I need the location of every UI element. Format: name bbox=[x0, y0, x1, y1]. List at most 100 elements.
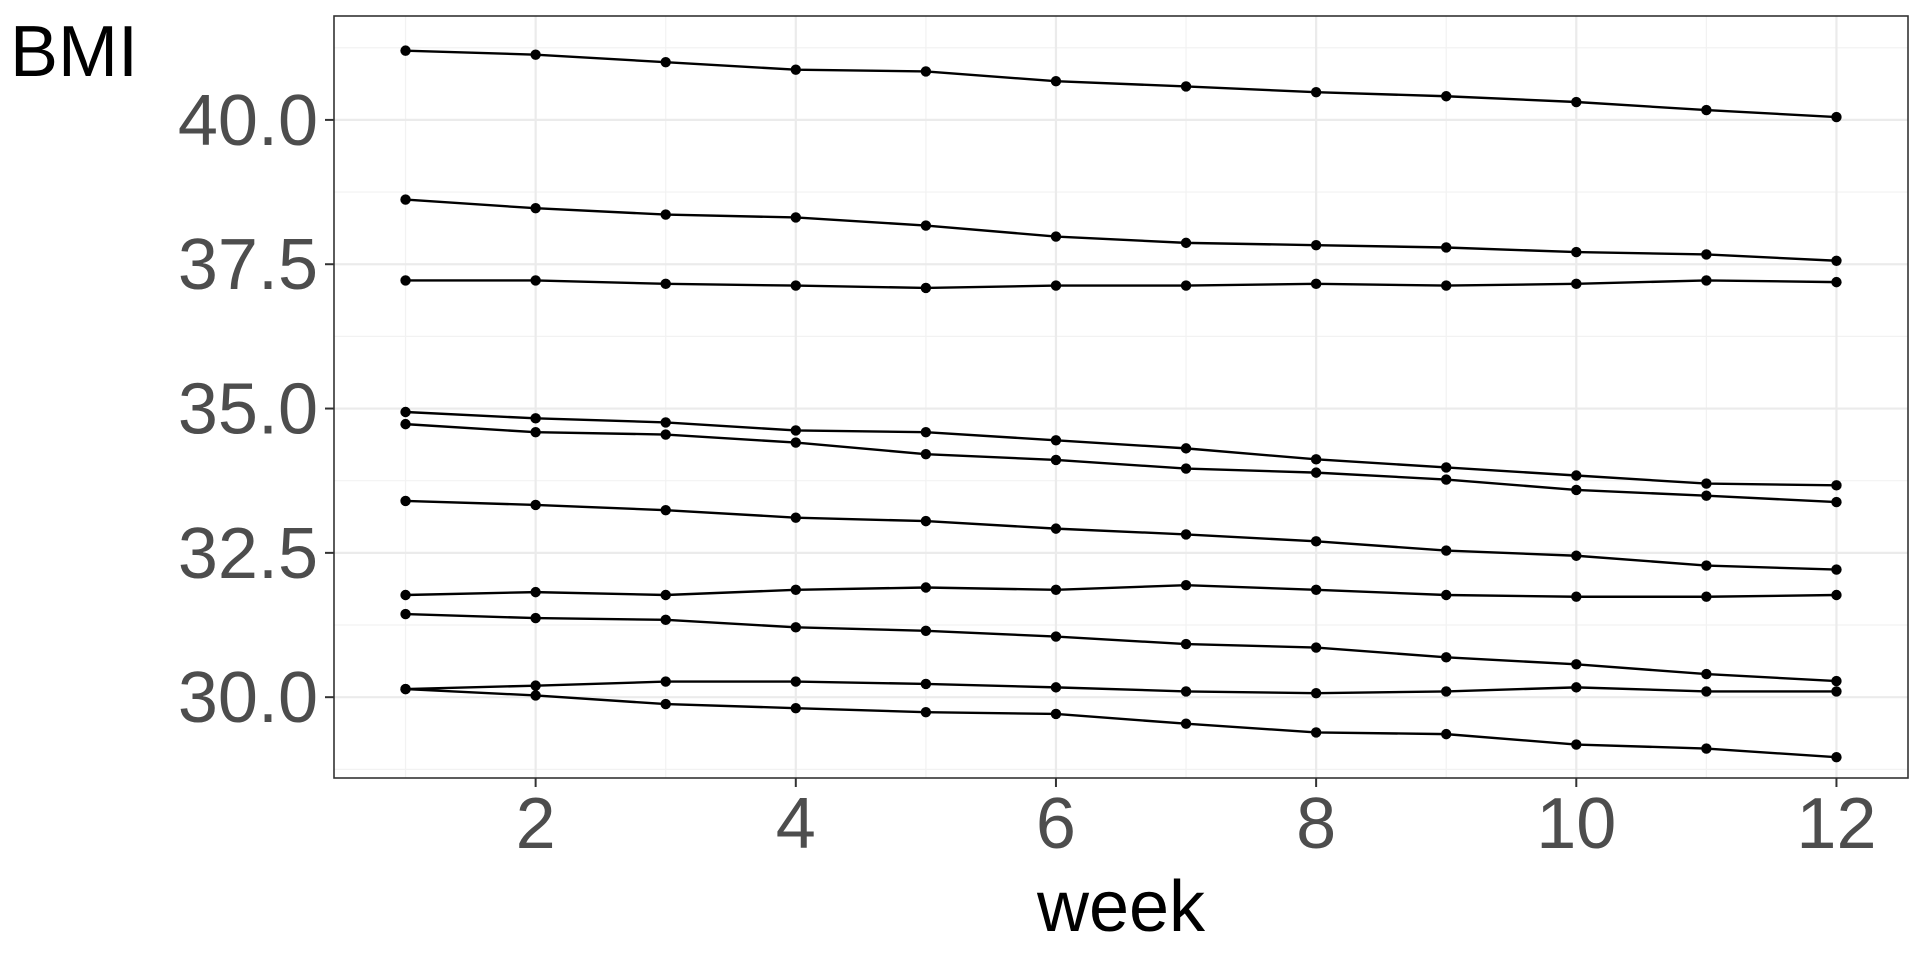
data-point bbox=[1441, 462, 1452, 473]
series-line-6 bbox=[405, 499, 1837, 571]
data-point bbox=[1050, 584, 1062, 596]
data-point bbox=[660, 676, 671, 687]
data-point bbox=[1571, 246, 1582, 258]
data-point bbox=[1180, 463, 1192, 474]
series-line-10 bbox=[405, 687, 1837, 759]
data-point bbox=[660, 209, 671, 220]
data-point bbox=[920, 427, 932, 438]
data-point bbox=[920, 220, 932, 231]
data-point bbox=[1180, 718, 1192, 729]
data-point bbox=[920, 678, 932, 690]
y-tick-label: 32.5 bbox=[178, 514, 318, 594]
y-tick-label: 35.0 bbox=[178, 370, 318, 450]
data-point bbox=[920, 448, 932, 460]
data-point bbox=[790, 280, 801, 291]
data-point bbox=[1441, 280, 1452, 291]
x-axis-ticks: 2 4 6 8 10 12 bbox=[516, 778, 1877, 864]
data-point bbox=[1831, 111, 1842, 123]
data-point bbox=[1441, 652, 1452, 663]
series-line-9 bbox=[405, 680, 1837, 695]
data-point bbox=[790, 425, 801, 436]
data-point bbox=[1701, 490, 1712, 501]
y-tick-label: 37.5 bbox=[178, 225, 318, 305]
data-point bbox=[920, 706, 932, 718]
data-point bbox=[790, 437, 801, 448]
x-tick-label: 6 bbox=[1036, 784, 1076, 864]
data-point bbox=[1180, 443, 1192, 454]
data-point bbox=[920, 582, 932, 593]
data-point bbox=[660, 417, 671, 428]
data-point bbox=[1310, 642, 1322, 653]
data-point bbox=[400, 608, 411, 620]
y-tick-label: 30.0 bbox=[178, 658, 318, 738]
x-axis-title: week bbox=[1036, 867, 1206, 947]
data-point bbox=[920, 625, 932, 636]
data-point bbox=[1831, 752, 1842, 763]
data-point bbox=[1701, 104, 1712, 116]
data-point bbox=[1441, 589, 1452, 601]
data-point bbox=[1441, 728, 1452, 740]
data-point bbox=[1180, 638, 1192, 650]
data-point bbox=[1441, 242, 1452, 253]
data-point bbox=[1050, 708, 1062, 720]
y-axis-title: BMI bbox=[10, 12, 138, 92]
data-point bbox=[1831, 589, 1842, 601]
data-point bbox=[1701, 668, 1712, 680]
data-point bbox=[530, 690, 541, 701]
data-point bbox=[1571, 682, 1582, 693]
data-point bbox=[1441, 474, 1452, 485]
series-line-4 bbox=[405, 410, 1837, 487]
x-tick-label: 8 bbox=[1296, 784, 1336, 864]
data-point bbox=[1050, 682, 1062, 693]
data-point bbox=[790, 702, 801, 714]
data-point bbox=[530, 275, 541, 286]
data-point bbox=[660, 429, 671, 440]
data-point bbox=[1050, 280, 1062, 291]
data-point bbox=[1701, 478, 1712, 489]
data-point bbox=[400, 194, 411, 205]
data-point bbox=[1310, 687, 1322, 699]
data-point bbox=[1701, 591, 1712, 602]
data-point bbox=[920, 282, 932, 294]
data-point bbox=[1310, 239, 1322, 251]
data-point bbox=[660, 614, 671, 626]
data-point bbox=[790, 676, 801, 687]
data-point bbox=[1180, 237, 1192, 249]
data-point bbox=[1050, 523, 1062, 534]
data-point bbox=[530, 427, 541, 438]
grid-major bbox=[334, 16, 1908, 778]
data-point bbox=[1050, 435, 1062, 446]
series-points bbox=[400, 45, 1842, 763]
data-point bbox=[1441, 91, 1452, 102]
data-point bbox=[1310, 278, 1322, 290]
data-point bbox=[1701, 686, 1712, 697]
data-point bbox=[1441, 545, 1452, 556]
data-point bbox=[1701, 275, 1712, 286]
data-point bbox=[660, 504, 671, 516]
series-line-3 bbox=[405, 279, 1837, 290]
data-point bbox=[400, 418, 411, 430]
data-point bbox=[1180, 579, 1192, 591]
data-point bbox=[400, 406, 411, 418]
data-point bbox=[660, 589, 671, 601]
data-point bbox=[1571, 659, 1582, 670]
data-point bbox=[530, 203, 541, 214]
data-point bbox=[1701, 560, 1712, 571]
data-point bbox=[1831, 686, 1842, 697]
data-point bbox=[530, 680, 541, 691]
data-point bbox=[1310, 536, 1322, 547]
x-tick-label: 12 bbox=[1796, 784, 1876, 864]
y-tick-label: 40.0 bbox=[178, 81, 318, 161]
data-point bbox=[400, 589, 411, 601]
data-point bbox=[1050, 231, 1062, 242]
data-point bbox=[1050, 631, 1062, 642]
data-point bbox=[400, 275, 411, 286]
grid-minor bbox=[334, 16, 1908, 778]
data-point bbox=[1310, 454, 1322, 465]
data-point bbox=[790, 584, 801, 596]
data-point bbox=[1571, 739, 1582, 750]
data-point bbox=[1310, 87, 1322, 98]
series-lines bbox=[405, 49, 1837, 759]
data-point bbox=[530, 612, 541, 624]
